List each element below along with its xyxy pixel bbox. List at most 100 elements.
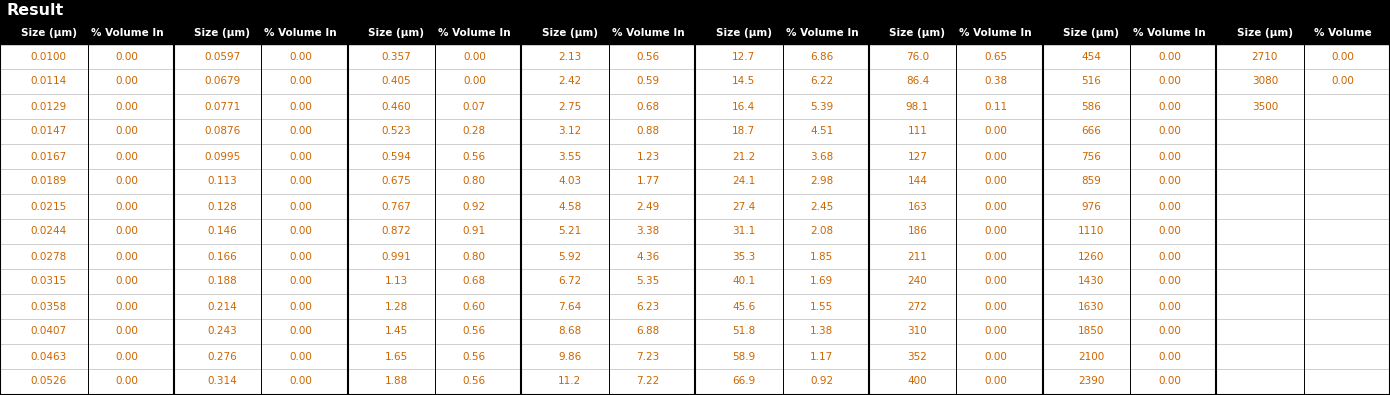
Text: 0.0597: 0.0597 <box>204 51 240 62</box>
Text: 0.0278: 0.0278 <box>31 252 67 261</box>
Text: 1110: 1110 <box>1079 226 1104 237</box>
Bar <box>0 0 1390 21</box>
Text: 0.0315: 0.0315 <box>31 276 67 286</box>
Text: 0.00: 0.00 <box>984 177 1006 186</box>
Text: 4.58: 4.58 <box>559 201 581 211</box>
Text: 5.21: 5.21 <box>559 226 581 237</box>
Text: 0.0463: 0.0463 <box>31 352 67 361</box>
Text: 0.00: 0.00 <box>463 77 485 87</box>
Text: 7.22: 7.22 <box>637 376 660 386</box>
Text: 0.00: 0.00 <box>289 102 311 111</box>
Text: 0.314: 0.314 <box>207 376 238 386</box>
Text: 24.1: 24.1 <box>733 177 755 186</box>
Text: 1.23: 1.23 <box>637 152 660 162</box>
Text: Size (μm): Size (μm) <box>195 28 250 38</box>
Text: 40.1: 40.1 <box>733 276 755 286</box>
Text: 1.55: 1.55 <box>810 301 834 312</box>
Text: 0.00: 0.00 <box>115 301 138 312</box>
Text: 0.594: 0.594 <box>381 152 411 162</box>
Text: 3500: 3500 <box>1252 102 1277 111</box>
Text: 0.188: 0.188 <box>207 276 238 286</box>
Text: 0.00: 0.00 <box>463 51 485 62</box>
Text: 6.23: 6.23 <box>637 301 660 312</box>
Text: 0.0876: 0.0876 <box>204 126 240 137</box>
Text: 1850: 1850 <box>1079 327 1104 337</box>
Text: 51.8: 51.8 <box>733 327 755 337</box>
Text: 0.00: 0.00 <box>984 376 1006 386</box>
Text: 1.65: 1.65 <box>385 352 407 361</box>
Text: % Volume In: % Volume In <box>90 28 163 38</box>
Text: 0.00: 0.00 <box>289 276 311 286</box>
Text: 2.08: 2.08 <box>810 226 834 237</box>
Text: 0.80: 0.80 <box>463 177 486 186</box>
Text: 6.72: 6.72 <box>559 276 581 286</box>
Text: 1.13: 1.13 <box>385 276 407 286</box>
Text: 5.35: 5.35 <box>637 276 660 286</box>
Text: % Volume In: % Volume In <box>959 28 1031 38</box>
Text: 0.166: 0.166 <box>207 252 238 261</box>
Text: 0.0358: 0.0358 <box>31 301 67 312</box>
Text: 0.00: 0.00 <box>984 301 1006 312</box>
Text: 0.56: 0.56 <box>463 327 486 337</box>
Text: 0.00: 0.00 <box>289 201 311 211</box>
Text: 0.56: 0.56 <box>463 376 486 386</box>
Text: 0.0215: 0.0215 <box>31 201 67 211</box>
Text: 1430: 1430 <box>1079 276 1104 286</box>
Text: 127: 127 <box>908 152 927 162</box>
Text: 0.405: 0.405 <box>381 77 411 87</box>
Text: Size (μm): Size (μm) <box>716 28 771 38</box>
Text: 3.38: 3.38 <box>637 226 660 237</box>
Text: 0.56: 0.56 <box>637 51 660 62</box>
Text: % Volume In: % Volume In <box>1133 28 1205 38</box>
Text: 12.7: 12.7 <box>733 51 755 62</box>
Text: 0.0167: 0.0167 <box>31 152 67 162</box>
Text: 0.00: 0.00 <box>1158 352 1180 361</box>
Text: 3.68: 3.68 <box>810 152 834 162</box>
Text: 0.0995: 0.0995 <box>204 152 240 162</box>
Text: 0.00: 0.00 <box>289 77 311 87</box>
Text: 0.00: 0.00 <box>1158 152 1180 162</box>
Text: 163: 163 <box>908 201 927 211</box>
Text: Size (μm): Size (μm) <box>542 28 598 38</box>
Text: 0.00: 0.00 <box>1158 201 1180 211</box>
Text: 16.4: 16.4 <box>733 102 755 111</box>
Text: 0.00: 0.00 <box>115 102 138 111</box>
Text: 86.4: 86.4 <box>906 77 929 87</box>
Text: 0.214: 0.214 <box>207 301 238 312</box>
Text: 0.00: 0.00 <box>115 276 138 286</box>
Text: 0.00: 0.00 <box>115 327 138 337</box>
Text: 0.00: 0.00 <box>1158 102 1180 111</box>
Text: % Volume In: % Volume In <box>612 28 684 38</box>
Text: Result: Result <box>6 4 64 19</box>
Text: 98.1: 98.1 <box>906 102 929 111</box>
Text: 0.00: 0.00 <box>289 352 311 361</box>
Text: Size (μm): Size (μm) <box>890 28 945 38</box>
Text: 666: 666 <box>1081 126 1101 137</box>
Text: 0.00: 0.00 <box>115 252 138 261</box>
Text: 0.56: 0.56 <box>463 152 486 162</box>
Text: 0.00: 0.00 <box>984 201 1006 211</box>
Text: 0.0407: 0.0407 <box>31 327 67 337</box>
Text: 0.00: 0.00 <box>984 152 1006 162</box>
Text: 2710: 2710 <box>1252 51 1277 62</box>
Text: 0.00: 0.00 <box>984 226 1006 237</box>
Text: 0.767: 0.767 <box>381 201 411 211</box>
Text: 45.6: 45.6 <box>733 301 755 312</box>
Text: 0.113: 0.113 <box>207 177 238 186</box>
Text: 0.0244: 0.0244 <box>31 226 67 237</box>
Text: 2.75: 2.75 <box>559 102 581 111</box>
Text: 0.91: 0.91 <box>463 226 486 237</box>
Text: 0.11: 0.11 <box>984 102 1008 111</box>
Text: 0.00: 0.00 <box>289 126 311 137</box>
Text: 2100: 2100 <box>1079 352 1104 361</box>
Text: 0.68: 0.68 <box>637 102 660 111</box>
Text: 7.23: 7.23 <box>637 352 660 361</box>
Text: 0.00: 0.00 <box>1158 301 1180 312</box>
Text: 1.77: 1.77 <box>637 177 660 186</box>
Text: 9.86: 9.86 <box>559 352 581 361</box>
Text: 0.00: 0.00 <box>1158 126 1180 137</box>
Text: 0.80: 0.80 <box>463 252 486 261</box>
Bar <box>0 44 1390 395</box>
Text: 0.00: 0.00 <box>1158 226 1180 237</box>
Text: Size (μm): Size (μm) <box>1237 28 1293 38</box>
